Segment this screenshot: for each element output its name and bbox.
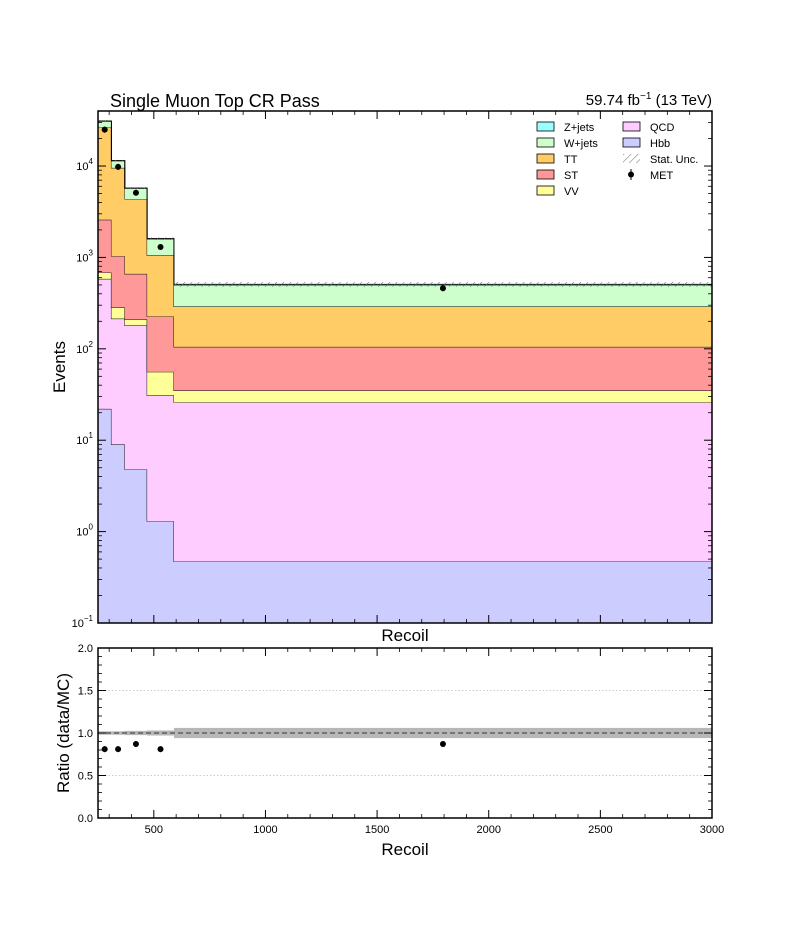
legend-swatch-stat-unc: [623, 154, 640, 163]
ratio-point: [101, 746, 108, 753]
ratio-x-tick-label: 2500: [588, 824, 612, 836]
y-tick-exponent: −1: [84, 614, 94, 623]
legend: Z+jets W+jets TT ST VV QCD Hbb Stat. Unc. MET: [536, 121, 698, 198]
ratio-y-tick-label: 1.0: [78, 728, 93, 740]
ratio-point: [132, 741, 139, 748]
legend-swatch-w-jets: [536, 137, 555, 148]
data-point: [101, 126, 108, 133]
legend-swatch-hbb: [622, 137, 641, 148]
ratio-x-tick-label: 500: [145, 824, 163, 836]
band-tt: [98, 127, 712, 347]
band-z-jets: [98, 120, 712, 285]
ratio-x-tick-label: 1000: [253, 824, 277, 836]
band-hbb: [98, 408, 712, 623]
stat-unc-bin: [98, 120, 112, 122]
data-point: [439, 285, 446, 292]
band-w-jets: [98, 121, 712, 307]
lumi-exponent: −1: [640, 91, 652, 102]
y-tick-base: 10: [76, 252, 88, 264]
lumi-energy: (13 TeV): [651, 92, 712, 109]
ratio-unc-band: [98, 727, 712, 739]
lumi-value: 59.74 fb: [586, 92, 640, 109]
band-st: [98, 219, 712, 391]
legend-label: VV: [564, 186, 579, 198]
y-tick-label: 104: [76, 157, 93, 173]
legend-swatch-tt: [536, 153, 555, 164]
stat-unc-bin: [124, 187, 148, 190]
y-tick-label: 100: [76, 523, 93, 539]
y-tick-base: 10: [72, 618, 84, 630]
ratio-y-tick-label: 0.0: [78, 813, 93, 825]
ratio-point: [439, 741, 446, 748]
legend-label: Z+jets: [564, 122, 595, 134]
y-tick-label: 10−1: [72, 614, 94, 630]
y-tick-exponent: 0: [89, 523, 94, 532]
ratio-panel: 0.0 0.5 1.0 1.5 2.0 500 1000 1500 2000 2500 3000: [78, 643, 725, 836]
band-vv: [98, 272, 712, 403]
legend-label: TT: [564, 154, 578, 166]
ratio-unc-bin: [124, 730, 148, 736]
legend-marker-data: [628, 171, 634, 178]
stacked-histogram: [97, 120, 713, 623]
y-tick-label: 101: [76, 431, 93, 447]
chart-title: Single Muon Top CR Pass: [110, 91, 320, 111]
ratio-x-tick-label: 1500: [365, 824, 389, 836]
band-qcd: [98, 278, 712, 562]
ratio-point: [157, 746, 164, 753]
data-point: [132, 189, 139, 196]
ratio-x-tick-label: 2000: [476, 824, 500, 836]
data-point: [115, 163, 122, 170]
y-tick-exponent: 4: [89, 157, 94, 166]
y-tick-label: 103: [76, 248, 93, 264]
ratio-point: [115, 746, 122, 753]
stat-unc-bin: [173, 281, 712, 287]
y-tick-exponent: 3: [89, 248, 94, 257]
stat-unc-hatch: [98, 120, 712, 287]
y-tick-label: 102: [76, 340, 93, 356]
legend-label: MET: [650, 170, 674, 182]
main-frame: [97, 110, 713, 624]
legend-label: W+jets: [564, 138, 598, 150]
ratio-unc-bin: [147, 730, 174, 736]
legend-label: ST: [564, 170, 578, 182]
stat-unc-bin: [111, 159, 125, 162]
y-tick-base: 10: [76, 527, 88, 539]
ratio-ticks: 0.0 0.5 1.0 1.5 2.0 500 1000 1500 2000 2500 3000: [78, 643, 725, 836]
luminosity-label: 59.74 fb−1 (13 TeV): [586, 91, 712, 109]
data-point: [157, 244, 164, 251]
legend-swatch-st: [536, 169, 555, 180]
y-tick-base: 10: [76, 344, 88, 356]
ratio-y-tick-label: 0.5: [78, 771, 93, 783]
y-axis-label-ratio: Ratio (data/MC): [54, 673, 73, 793]
ratio-y-tick-label: 2.0: [78, 643, 93, 655]
legend-label: Stat. Unc.: [650, 154, 698, 166]
data-points: [101, 126, 446, 292]
y-tick-exponent: 2: [89, 340, 94, 349]
y-tick-exponent: 1: [89, 431, 94, 440]
y-tick-base: 10: [76, 435, 88, 447]
legend-swatch-vv: [536, 185, 555, 196]
ratio-points: [101, 741, 446, 753]
y-tick-base: 10: [76, 161, 88, 173]
legend-label: QCD: [650, 122, 675, 134]
legend-swatch-qcd: [622, 121, 641, 132]
legend-label: Hbb: [650, 138, 670, 150]
legend-swatch-z-jets: [536, 121, 555, 132]
x-axis-label-main: Recoil: [381, 626, 428, 645]
x-axis-label-ratio: Recoil: [381, 840, 428, 859]
stat-unc-bin: [147, 237, 174, 240]
ratio-x-tick-label: 3000: [700, 824, 724, 836]
ratio-y-tick-label: 1.5: [78, 686, 93, 698]
y-axis-label-main: Events: [50, 341, 69, 393]
